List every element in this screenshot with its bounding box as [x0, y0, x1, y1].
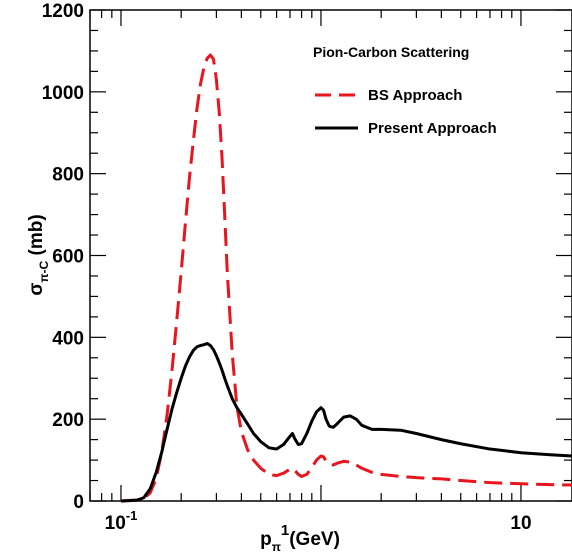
y-tick-label: 400	[52, 328, 84, 349]
svg-text:pπ1(GeV): pπ1(GeV)	[260, 522, 340, 554]
x-tick-label-base: 10	[510, 513, 531, 534]
x-axis-title: pπ1(GeV)	[260, 522, 340, 554]
x-tick-label-base: 10	[105, 513, 126, 534]
x-axis-title-sub: π	[272, 540, 281, 554]
svg-text:σπ-C (mb): σπ-C (mb)	[26, 214, 51, 295]
x-axis-title-rest: (GeV)	[289, 529, 340, 550]
x-axis-title-main: p	[260, 529, 272, 550]
y-tick-label: 200	[52, 410, 84, 431]
y-axis-title-sub: π-C	[37, 260, 51, 282]
series-layer	[120, 53, 572, 503]
y-axis-ticks: 0 200 400 600 800 1000 1200	[42, 1, 572, 513]
series-line-present-approach	[120, 341, 572, 503]
legend-title: Pion-Carbon Scattering	[313, 44, 469, 60]
legend-label-present-approach: Present Approach	[368, 120, 497, 137]
legend-label-bs-approach: BS Approach	[368, 87, 462, 104]
x-tick-label: 10-1	[105, 508, 138, 534]
y-tick-label: 1200	[42, 1, 84, 22]
y-tick-label: 0	[73, 492, 84, 513]
series-line-bs-approach	[120, 53, 572, 503]
y-axis-title: σπ-C (mb)	[26, 214, 51, 295]
y-axis-title-rest: (mb)	[26, 214, 47, 260]
y-tick-label: 800	[52, 165, 84, 186]
y-tick-label: 600	[52, 247, 84, 268]
x-axis-ticks: 10-1 10	[89, 10, 532, 534]
x-tick-label: 10	[510, 513, 531, 534]
x-axis-title-sup: 1	[281, 522, 289, 539]
x-tick-label-exponent: -1	[126, 508, 138, 523]
y-axis-title-main: σ	[26, 283, 47, 296]
legend: Pion-Carbon Scattering BS Approach Prese…	[313, 44, 497, 137]
y-tick-label: 1000	[42, 83, 84, 104]
